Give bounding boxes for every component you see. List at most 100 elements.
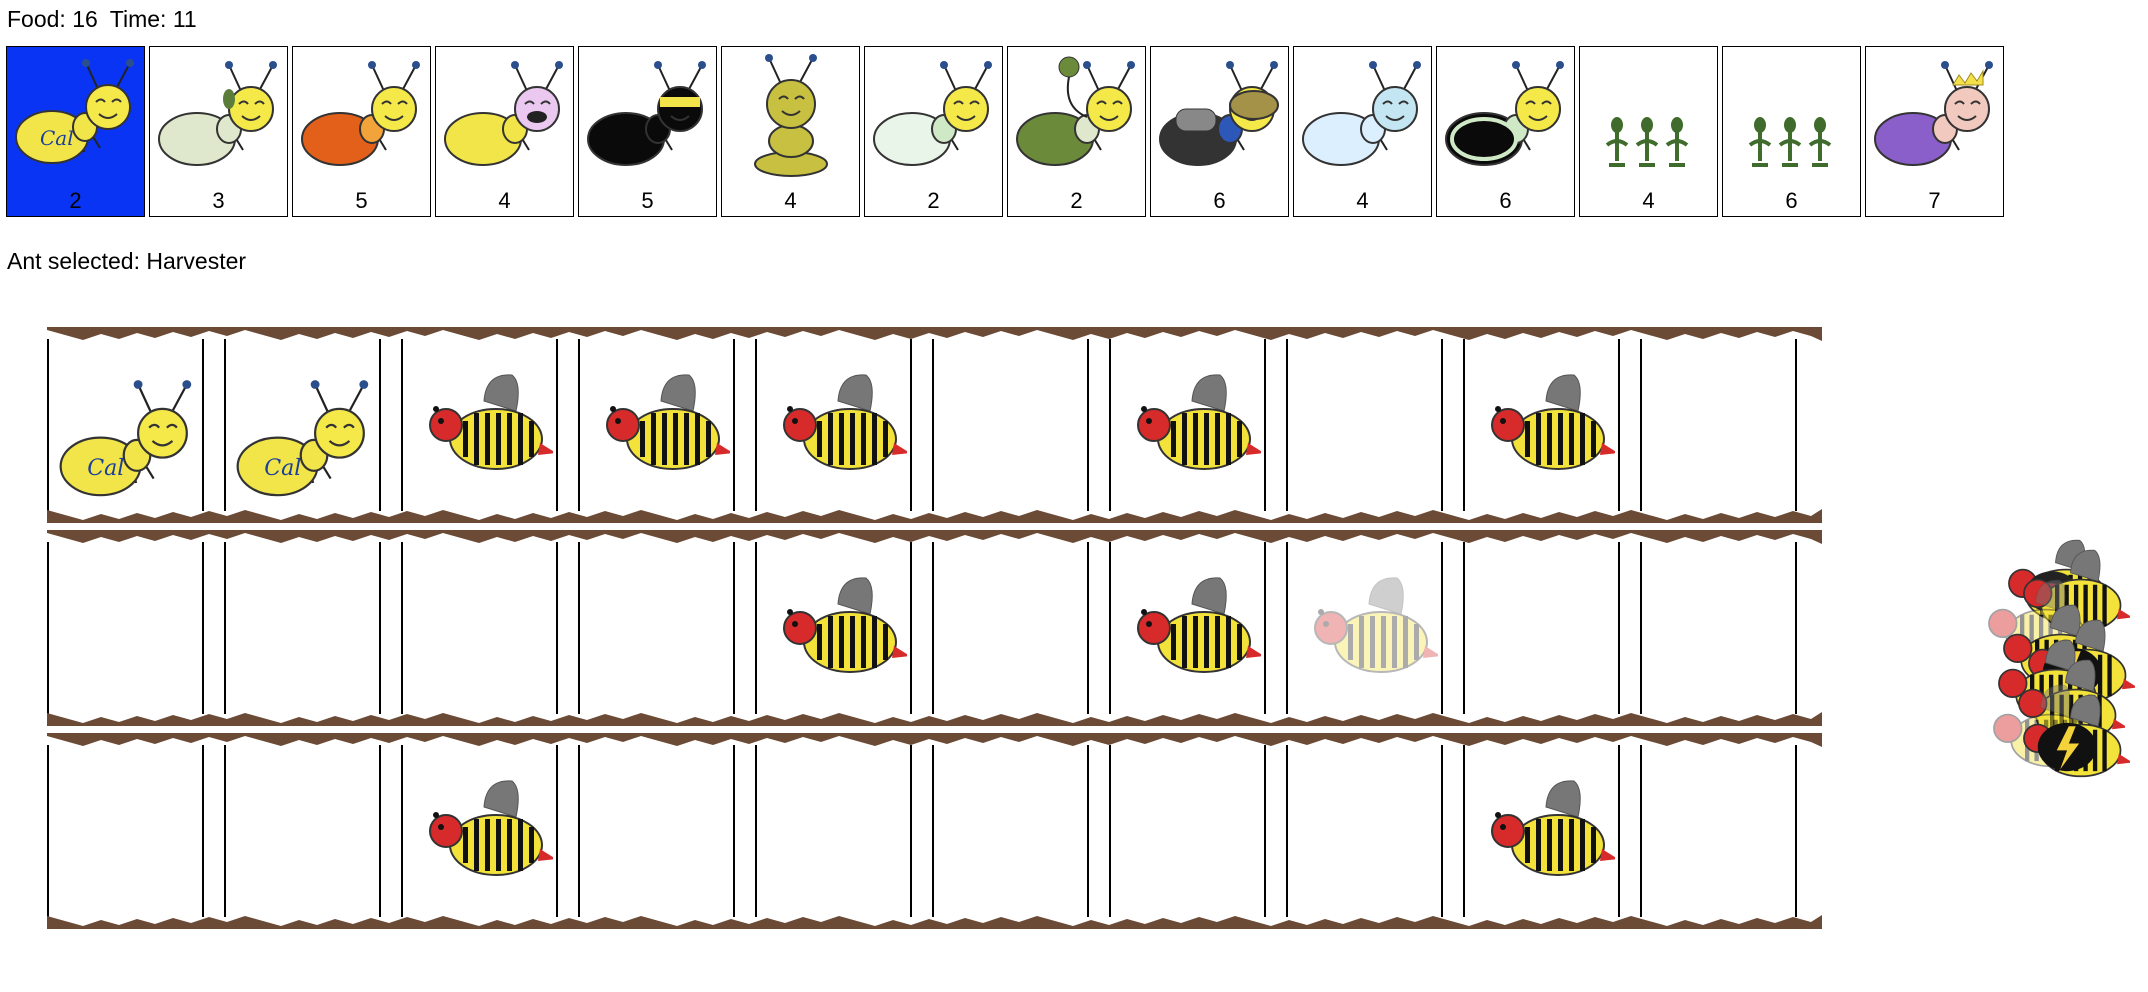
dirt-top <box>47 327 1822 351</box>
card-cost: 7 <box>1928 188 1941 213</box>
bee <box>1470 369 1618 479</box>
tunnel-place[interactable] <box>224 542 381 714</box>
wall-ant-sprite <box>754 54 828 177</box>
tunnel-place[interactable] <box>401 339 558 511</box>
tunnel-place[interactable] <box>1463 542 1620 714</box>
card-cost: 4 <box>1356 188 1369 213</box>
weeds-card-2-card[interactable]: 6 <box>1722 46 1861 217</box>
ant-sprite <box>158 61 277 166</box>
harvester-ant[interactable]: Cal <box>54 369 199 497</box>
tunnel-row <box>47 733 1822 929</box>
wall-ant-card[interactable]: 4 <box>721 46 860 217</box>
tunnel-place[interactable] <box>1286 339 1443 511</box>
thrower-ant-card[interactable]: 3 <box>149 46 288 217</box>
tunnel-place[interactable] <box>932 339 1089 511</box>
status-bar: Food: 16 Time: 11 <box>7 6 209 33</box>
tunnel-row <box>47 530 1822 726</box>
tunnel-place[interactable] <box>1109 745 1266 917</box>
tunnel-place[interactable] <box>401 745 558 917</box>
tunnel-place[interactable] <box>1640 339 1797 511</box>
tunnel-place[interactable] <box>401 542 558 714</box>
tunnel-place[interactable]: Cal <box>224 339 381 511</box>
fire-ant-card[interactable]: 5 <box>292 46 431 217</box>
slow-thrower-ant-card[interactable]: 4 <box>1293 46 1432 217</box>
harvester-ant-sprite: Cal <box>59 380 192 497</box>
card-cost: 4 <box>498 188 511 213</box>
card-cost: 5 <box>355 188 368 213</box>
ant-sprite <box>301 61 420 166</box>
bee <box>408 369 556 479</box>
tunnel-place[interactable] <box>1463 339 1620 511</box>
ant-sprite <box>873 61 992 166</box>
svg-text:Cal: Cal <box>264 455 301 481</box>
tunnel-place[interactable] <box>578 745 735 917</box>
time-counter: Time: 11 <box>109 6 197 32</box>
bee <box>762 369 910 479</box>
weeds-sprite <box>1748 117 1832 167</box>
card-cost: 2 <box>1070 188 1083 213</box>
tunnel-place[interactable] <box>578 542 735 714</box>
ant-sprite <box>444 61 563 166</box>
card-cost: 2 <box>69 188 82 213</box>
lightning-bee <box>2005 690 2133 785</box>
harvester-ant-card[interactable]: Cal 2 <box>6 46 145 217</box>
tunnel-place[interactable] <box>932 745 1089 917</box>
bee <box>1116 369 1264 479</box>
bee <box>585 369 733 479</box>
tunnel-place[interactable] <box>755 745 912 917</box>
ninja-ant-card[interactable]: 5 <box>578 46 717 217</box>
tunnel-place[interactable] <box>47 745 204 917</box>
dirt-bottom <box>47 499 1822 523</box>
scary-thrower-ant-card[interactable]: 6 <box>1436 46 1575 217</box>
harvester-ant[interactable]: Cal <box>231 369 376 497</box>
food-counter: Food: 16 <box>7 6 98 32</box>
tunnel-place[interactable] <box>1640 542 1797 714</box>
dirt-top <box>47 530 1822 554</box>
tunnel-row: Cal Cal <box>47 327 1822 523</box>
bodyguard-ant-card[interactable]: 6 <box>1150 46 1289 217</box>
bee <box>1470 775 1618 885</box>
card-cost: 6 <box>1785 188 1798 213</box>
tunnel-place[interactable] <box>755 339 912 511</box>
card-cost: 2 <box>927 188 940 213</box>
ant-selected-label: Ant selected: Harvester <box>7 248 247 274</box>
tunnel-place[interactable] <box>47 542 204 714</box>
tunnel-place[interactable] <box>932 542 1089 714</box>
tunnel-place[interactable] <box>1286 745 1443 917</box>
tunnel-place[interactable] <box>1109 339 1266 511</box>
hungry-ant-card[interactable]: 4 <box>435 46 574 217</box>
ant-sprite <box>1445 61 1564 166</box>
tunnel-place[interactable] <box>1640 745 1797 917</box>
bee-faded <box>1293 572 1441 682</box>
dirt-top <box>47 733 1822 757</box>
card-cost: 4 <box>784 188 797 213</box>
tunnel-place[interactable] <box>578 339 735 511</box>
game-board: Cal Cal <box>47 327 1822 930</box>
tunnel-place[interactable] <box>1463 745 1620 917</box>
tunnel-place[interactable] <box>1286 542 1443 714</box>
ant-sprite <box>1874 61 1993 166</box>
card-cost: 6 <box>1213 188 1226 213</box>
weeds-card-card[interactable]: 4 <box>1579 46 1718 217</box>
svg-text:Cal: Cal <box>40 126 74 150</box>
tunnel-place[interactable]: Cal <box>47 339 204 511</box>
long-thrower-ant-card[interactable]: 2 <box>1007 46 1146 217</box>
dirt-bottom <box>47 905 1822 929</box>
svg-text:Cal: Cal <box>87 455 124 481</box>
bee-hive[interactable]: S <box>1960 515 2140 795</box>
weeds-sprite <box>1605 117 1689 167</box>
harvester-ant-sprite: Cal <box>236 380 369 497</box>
ant-sprite <box>1302 61 1421 166</box>
queen-ant-card[interactable]: 7 <box>1865 46 2004 217</box>
dirt-bottom <box>47 702 1822 726</box>
tunnel-place[interactable] <box>224 745 381 917</box>
tunnel-place[interactable] <box>755 542 912 714</box>
lightning-icon <box>2056 726 2080 770</box>
card-cost: 6 <box>1499 188 1512 213</box>
tunnel-place[interactable] <box>1109 542 1266 714</box>
card-cost: 5 <box>641 188 654 213</box>
bee <box>1116 572 1264 682</box>
short-thrower-ant-card[interactable]: 2 <box>864 46 1003 217</box>
harvester-ant-sprite: Cal <box>15 59 134 164</box>
bee <box>762 572 910 682</box>
